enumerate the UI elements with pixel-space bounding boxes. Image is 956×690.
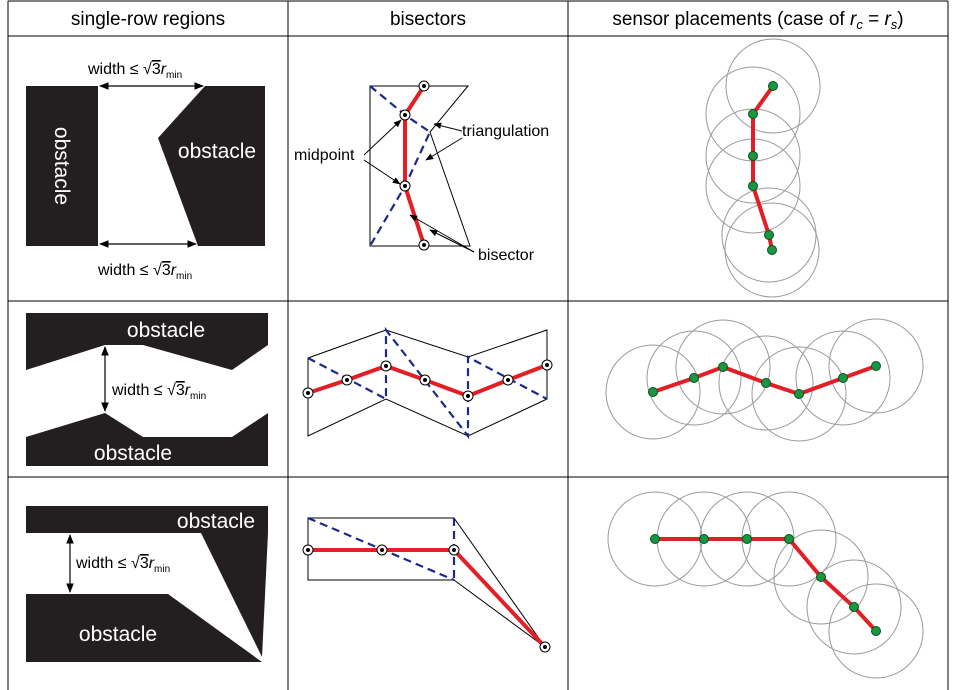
header-single-row-regions: single-row regions	[71, 9, 225, 30]
row2-obstacle-top-label: obstacle	[127, 319, 205, 342]
row1-annotations	[363, 119, 475, 253]
row2-coverage-circles	[605, 318, 924, 442]
sensor-node	[648, 387, 658, 397]
sensor-node	[761, 378, 771, 388]
sensor-node	[816, 572, 826, 582]
label-triangulation: triangulation	[462, 123, 549, 140]
sensor-node	[849, 602, 859, 612]
sensor-node	[794, 389, 804, 399]
row3-bisector-path	[308, 548, 547, 649]
sensor-node	[748, 151, 758, 161]
row3-obstacle-bottom-label: obstacle	[79, 623, 157, 646]
row3-bisector-diagram	[302, 516, 551, 653]
header-bisectors: bisectors	[390, 9, 466, 30]
sensor-node	[718, 362, 728, 372]
row1-width-label-top: width ≤ √3rmin	[87, 61, 182, 81]
sensor-node	[742, 534, 752, 544]
row1-width-label-bottom: width ≤ √3rmin	[97, 262, 192, 282]
sensor-node	[689, 373, 699, 383]
sensor-node	[871, 361, 881, 371]
row1-obstacle-left	[26, 86, 98, 246]
row1-sensor-placement	[705, 38, 821, 298]
sensor-node	[871, 626, 881, 636]
sensor-node	[748, 181, 758, 191]
table-grid	[7, 0, 949, 690]
table-header: single-row regions bisectors sensor plac…	[71, 9, 904, 32]
row1-region: obstacle obstacle width ≤ √3rmin width ≤…	[26, 61, 265, 282]
label-midpoint: midpoint	[294, 147, 355, 164]
row3-width-label: width ≤ √3rmin	[75, 555, 170, 575]
row3-obstacle-top	[26, 506, 268, 657]
row1-coverage-circles	[705, 38, 821, 298]
row2-bisector-diagram	[302, 326, 553, 440]
row2-midpoints	[302, 359, 553, 402]
row2-width-label: width ≤ √3rmin	[111, 382, 206, 402]
row3-region-outline	[307, 517, 546, 648]
row3-obstacle-bottom	[26, 594, 262, 662]
row3-region: obstacle obstacle width ≤ √3rmin	[26, 506, 268, 662]
row2-obstacle-top	[26, 313, 268, 370]
sensor-node	[767, 245, 777, 255]
row2-region: obstacle obstacle width ≤ √3rmin	[26, 313, 268, 466]
row1-sensors	[748, 81, 778, 255]
row1-obstacle-right	[158, 86, 265, 246]
row3-sensors	[650, 534, 881, 636]
sensor-node	[748, 109, 758, 119]
row1-region-outline	[369, 85, 471, 247]
sensor-node	[784, 534, 794, 544]
label-bisector: bisector	[478, 247, 535, 264]
row1-obstacle-right-label: obstacle	[178, 140, 256, 163]
row3-midpoints	[302, 544, 551, 653]
sensor-node	[650, 534, 660, 544]
row3-sensor-placement	[607, 491, 924, 679]
row2-sensors	[648, 361, 881, 399]
sensor-node	[764, 230, 774, 240]
row1-triangulation	[369, 85, 432, 247]
sensor-node	[768, 81, 778, 91]
header-sensor-placements: sensor placements (case of rc = rs)	[612, 9, 903, 32]
row2-obstacle-bottom	[26, 413, 268, 466]
row1-bisector-diagram: midpoint triangulation bisector	[294, 80, 549, 264]
sensor-node	[838, 373, 848, 383]
row1-obstacle-left-label: obstacle	[50, 127, 73, 205]
sensor-node	[699, 534, 709, 544]
row3-sensor-path	[655, 537, 878, 633]
row2-sensor-placement	[605, 318, 924, 442]
row3-coverage-circles	[607, 491, 924, 679]
row1-midpoints	[399, 80, 430, 251]
row3-obstacle-top-label: obstacle	[177, 510, 255, 533]
row2-obstacle-bottom-label: obstacle	[94, 442, 172, 465]
